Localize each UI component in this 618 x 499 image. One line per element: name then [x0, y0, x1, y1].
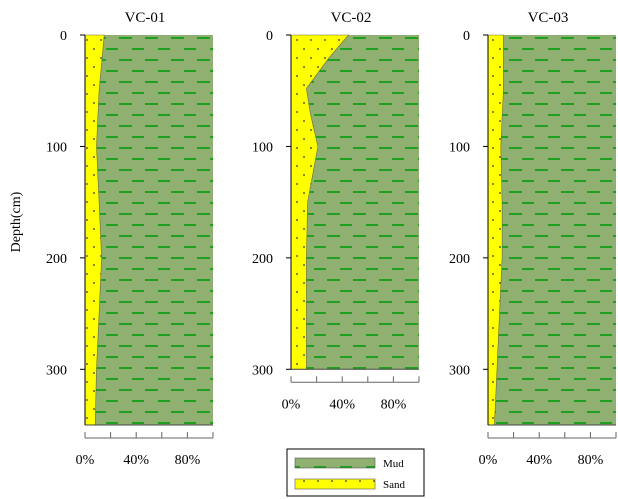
panel-title: VC-01	[125, 10, 166, 26]
mud-area	[488, 35, 616, 426]
y-tick-label: 0	[463, 29, 470, 44]
y-tick-label: 0	[60, 29, 67, 44]
y-tick-label: 100	[252, 140, 273, 155]
x-tick-label: 40%	[123, 453, 149, 468]
y-tick-label: 0	[266, 29, 273, 44]
x-tick-label: 80%	[175, 453, 201, 468]
panel-vc-01: VC-01 0 100 200 300 0% 40% 80%	[46, 10, 214, 468]
y-tick-label: 200	[449, 252, 470, 267]
panel-vc-02: VC-02 0 100 200 300 0% 40% 80%	[252, 10, 420, 412]
x-tick-label: 80%	[578, 453, 604, 468]
x-tick-label: 0%	[76, 453, 95, 468]
legend-swatch-mud	[294, 457, 376, 469]
y-tick-label: 300	[252, 363, 273, 378]
x-tick-label: 0%	[479, 453, 498, 468]
legend-label-mud: Mud	[383, 458, 404, 470]
panel-title: VC-03	[528, 10, 569, 26]
mud-area	[85, 35, 213, 426]
y-tick-label: 100	[449, 140, 470, 155]
mud-area	[291, 35, 419, 370]
panel-title: VC-02	[331, 10, 372, 26]
x-tick-label: 40%	[329, 397, 355, 412]
y-tick-label: 200	[46, 252, 67, 267]
x-tick-label: 0%	[282, 397, 301, 412]
y-tick-label: 300	[46, 363, 67, 378]
legend: Mud Sand	[286, 448, 425, 497]
legend-label-sand: Sand	[383, 479, 406, 491]
y-tick-label: 100	[46, 140, 67, 155]
y-tick-label: 200	[252, 252, 273, 267]
y-axis-label: Depth(cm)	[9, 191, 24, 252]
x-tick-label: 40%	[526, 453, 552, 468]
y-tick-label: 300	[449, 363, 470, 378]
x-tick-label: 80%	[381, 397, 407, 412]
panel-vc-03: VC-03 0 100 200 300 0% 40% 80%	[449, 10, 617, 468]
legend-swatch-sand	[294, 478, 376, 490]
